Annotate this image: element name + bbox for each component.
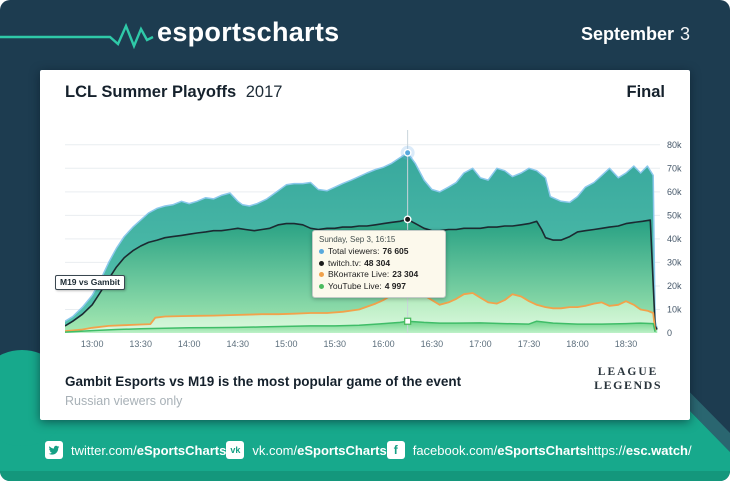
svg-text:14:30: 14:30	[227, 339, 250, 349]
tooltip-value: 76 605	[382, 246, 409, 256]
svg-text:40k: 40k	[667, 234, 682, 244]
tooltip-value: 4 997	[384, 280, 406, 291]
match-annotation: M19 vs Gambit	[55, 275, 125, 290]
svg-text:16:00: 16:00	[372, 339, 395, 349]
tooltip-label: ВКонтакте Live:	[328, 269, 390, 279]
lol-logo-line1: LEAGUE	[597, 366, 659, 378]
svg-text:14:00: 14:00	[178, 339, 201, 349]
total-viewers-dot-icon	[319, 249, 324, 255]
chart-title-year: 2017	[245, 83, 283, 101]
website-url: https://esc.watch/	[586, 442, 692, 458]
brand-logo: esportscharts	[157, 17, 340, 47]
website-link[interactable]: https://esc.watch/	[587, 443, 692, 458]
facebook-icon: f	[386, 441, 405, 459]
tooltip-value: 48 304	[364, 257, 391, 268]
vk-link[interactable]: vk vk.com/eSportsCharts	[226, 441, 387, 459]
tooltip-label: YouTube Live:	[328, 280, 382, 291]
chart-tooltip: Sunday, Sep 3, 16:15 Total viewers: 76 6…	[312, 230, 446, 298]
header-date-day: 3	[679, 24, 690, 44]
facebook-link[interactable]: f facebook.com/eSportsCharts	[386, 441, 587, 459]
svg-text:16:30: 16:30	[421, 339, 444, 349]
tooltip-row-youtube: YouTube Live: 4 997	[319, 281, 439, 293]
chart-title-main: LCL Summer Playoffs	[65, 83, 237, 101]
chart-card: LCL Summer Playoffs 2017 Final	[40, 70, 690, 420]
tooltip-row-vk: ВКонтакте Live: 23 304	[319, 269, 439, 281]
tooltip-value: 23 304	[392, 269, 419, 279]
svg-text:50k: 50k	[667, 210, 682, 220]
svg-text:13:30: 13:30	[129, 339, 152, 349]
twitch-dot-icon	[319, 260, 324, 266]
facebook-url: facebook.com/eSportsCharts	[412, 442, 587, 458]
svg-text:15:30: 15:30	[324, 339, 347, 349]
svg-text:70k: 70k	[667, 163, 682, 173]
league-of-legends-logo: LEAGUE LEGENDS	[594, 366, 662, 392]
tooltip-row-twitch: twitch.tv: 48 304	[319, 258, 439, 270]
tooltip-label: Total viewers:	[328, 246, 380, 256]
twitter-link[interactable]: twitter.com/eSportsCharts	[45, 441, 226, 459]
footer-bar: twitter.com/eSportsCharts vk vk.com/eSpo…	[45, 441, 692, 459]
stage-label: Final	[626, 83, 665, 101]
tooltip-label: twitch.tv:	[328, 257, 362, 268]
tooltip-datetime: Sunday, Sep 3, 16:15	[319, 235, 396, 244]
twitter-url: twitter.com/eSportsCharts	[71, 442, 227, 458]
svg-text:20k: 20k	[667, 281, 682, 291]
youtube-dot-icon	[319, 283, 324, 289]
svg-text:30k: 30k	[667, 257, 682, 267]
svg-text:60k: 60k	[667, 187, 682, 197]
header-date: September 3	[581, 24, 690, 45]
svg-text:13:00: 13:00	[81, 339, 104, 349]
pulse-line-icon	[0, 22, 154, 50]
footnote-subtext: Russian viewers only	[65, 394, 183, 408]
twitter-icon	[45, 441, 63, 459]
svg-text:0: 0	[667, 328, 672, 338]
svg-text:17:30: 17:30	[518, 339, 541, 349]
tooltip-row-total: Total viewers: 76 605	[319, 246, 439, 258]
svg-text:17:00: 17:00	[469, 339, 492, 349]
footnote-headline: Gambit Esports vs M19 is the most popula…	[65, 374, 462, 389]
svg-text:15:00: 15:00	[275, 339, 298, 349]
header-date-month: September	[580, 24, 674, 44]
svg-text:18:30: 18:30	[615, 339, 638, 349]
svg-text:18:00: 18:00	[566, 339, 589, 349]
vk-url: vk.com/eSportsCharts	[252, 442, 387, 458]
viewers-chart[interactable]: 13:00 13:30 14:00 14:30 15:00 15:30 16:00 16:30…	[55, 126, 705, 358]
svg-text:80k: 80k	[667, 140, 682, 150]
svg-text:10k: 10k	[667, 305, 682, 315]
vk-icon: vk	[226, 441, 245, 459]
vkontakte-dot-icon	[319, 272, 324, 278]
chart-title: LCL Summer Playoffs 2017	[65, 83, 282, 102]
lol-logo-line2: LEGENDS	[594, 378, 662, 392]
